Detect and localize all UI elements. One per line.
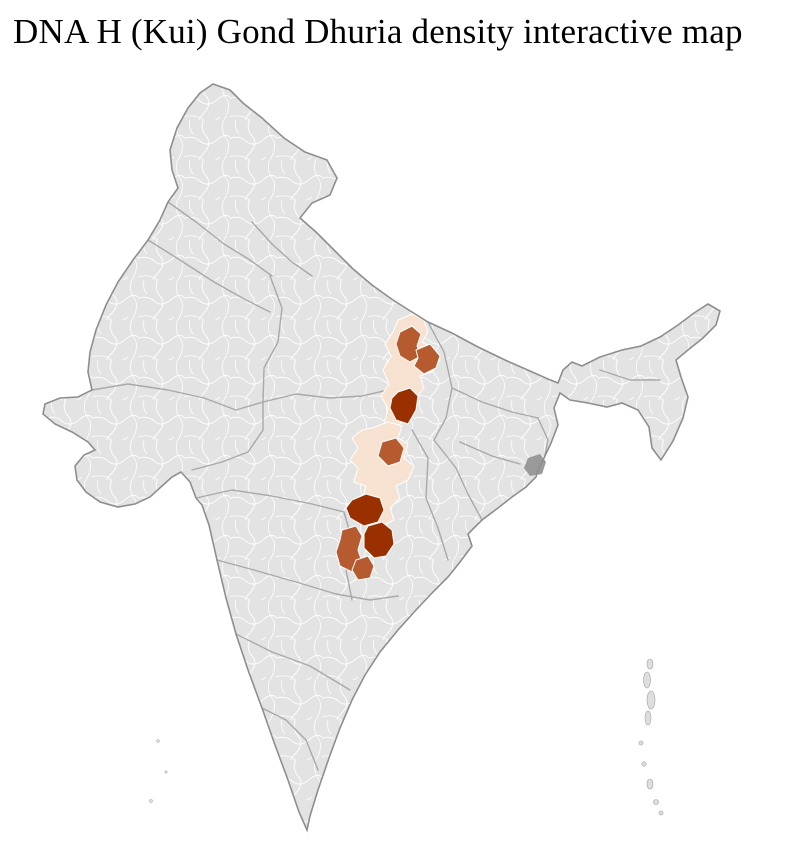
andaman-nicobar-islands [638, 658, 664, 816]
district-medium-density[interactable] [413, 343, 441, 375]
density-districts [335, 313, 441, 581]
district-neutral-dark[interactable] [524, 454, 546, 476]
district-medium-density[interactable] [377, 437, 405, 467]
district-high-density[interactable] [345, 493, 385, 527]
district-high-density[interactable] [389, 387, 419, 425]
lakshadweep-islands [149, 739, 168, 803]
state-borders [91, 201, 661, 771]
district-high-density[interactable] [363, 521, 395, 559]
district-medium-density[interactable] [351, 555, 375, 581]
page-title: DNA H (Kui) Gond Dhuria density interact… [13, 12, 743, 51]
